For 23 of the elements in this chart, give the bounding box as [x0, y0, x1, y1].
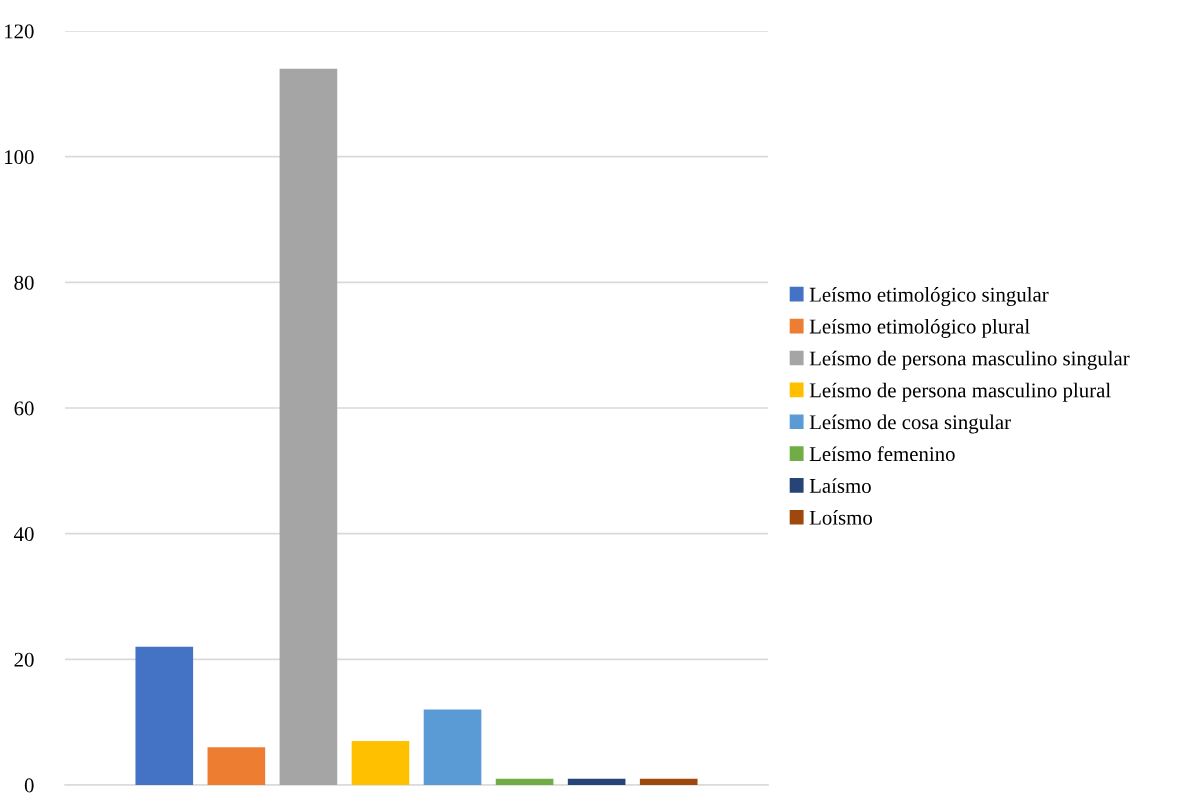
y-tick-label: 20	[14, 652, 34, 667]
y-tick-label: 80	[14, 275, 34, 290]
legend-label: Laísmo	[809, 478, 871, 493]
legend-label: Leísmo de persona masculino singular	[809, 350, 1130, 370]
y-tick-label: 60	[14, 401, 34, 416]
y-tick-label: 100	[5, 150, 34, 165]
legend-label: Leísmo de persona masculino plural	[809, 382, 1111, 402]
bar	[423, 709, 482, 785]
bar	[495, 778, 554, 785]
bar	[207, 747, 266, 785]
legend-label: Leísmo femenino	[809, 446, 955, 462]
bar	[351, 741, 410, 785]
bar	[279, 68, 338, 785]
legend-label: Leísmo etimológico plural	[809, 318, 1030, 338]
legend-label: Loísmo	[809, 510, 873, 525]
bar	[135, 646, 194, 785]
y-tick-label: 0	[24, 778, 34, 793]
y-tick-label: 40	[14, 527, 34, 542]
y-tick-label: 120	[5, 24, 34, 39]
bar	[567, 778, 626, 785]
legend-label: Leísmo de cosa singular	[809, 414, 1011, 434]
bar	[639, 778, 698, 785]
legend-label: Leísmo etimológico singular	[809, 287, 1049, 307]
